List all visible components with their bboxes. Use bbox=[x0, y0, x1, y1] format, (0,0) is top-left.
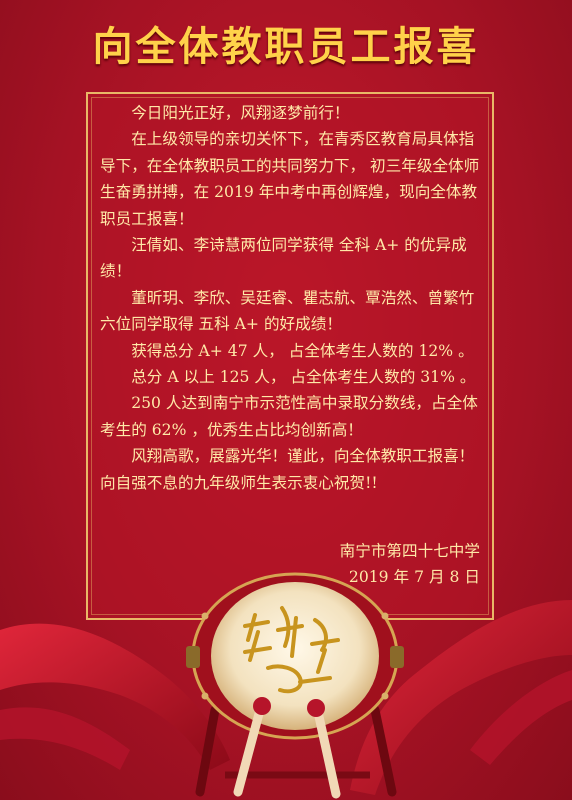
ribbon-right bbox=[350, 600, 572, 795]
signature-date: 2019 年 7 月 8 日 bbox=[348, 568, 480, 586]
paragraph-intro: 在上级领导的亲切关怀下，在青秀区教育局具体指导下，在全体教职员工的共同努力下， … bbox=[100, 130, 480, 228]
paragraph-full-marks: 汪倩如、李诗慧两位同学获得 全科 A+ 的优异成绩！ bbox=[100, 236, 467, 281]
calligraphy-artwork bbox=[243, 606, 340, 694]
signature-school: 南宁市第四十七中学 bbox=[339, 542, 480, 560]
announcement-body: 今日阳光正好，风翔逐梦前行！ 在上级领导的亲切关怀下，在青秀区教育局具体指导下，… bbox=[100, 100, 480, 496]
ribbon-left-fold bbox=[0, 707, 130, 770]
paragraph-total-a: 总分 A 以上 125 人， 占全体考生人数的 31% 。 bbox=[131, 368, 476, 387]
paragraph-five-subjects: 董昕玥、李欣、吴廷睿、瞿志航、覃浩然、曾繁竹六位同学取得 五科 A+ 的好成绩！ bbox=[100, 288, 475, 334]
ribbon-left bbox=[0, 623, 230, 770]
paragraph-admission: 250 人达到南宁市示范性高中录取分数线，占全体考生的 62% ，优秀生占比均创… bbox=[100, 394, 478, 439]
drum-decoration bbox=[0, 572, 572, 799]
paragraph-closing: 风翔高歌，展露光华！谨此，向全体教职工报喜！向自强不息的九年级师生表示衷心祝贺!… bbox=[100, 447, 475, 492]
paragraph-greeting: 今日阳光正好，风翔逐梦前行！ bbox=[131, 104, 350, 122]
paragraph-total-a-plus: 获得总分 A+ 47 人， 占全体考生人数的 12% 。 bbox=[131, 341, 474, 360]
page-title: 向全体教职员工报喜 bbox=[92, 24, 480, 70]
signature-block: 南宁市第四十七中学 2019 年 7 月 8 日 bbox=[290, 538, 480, 590]
drumsticks bbox=[233, 697, 341, 799]
ribbon-right-fold bbox=[470, 670, 572, 765]
